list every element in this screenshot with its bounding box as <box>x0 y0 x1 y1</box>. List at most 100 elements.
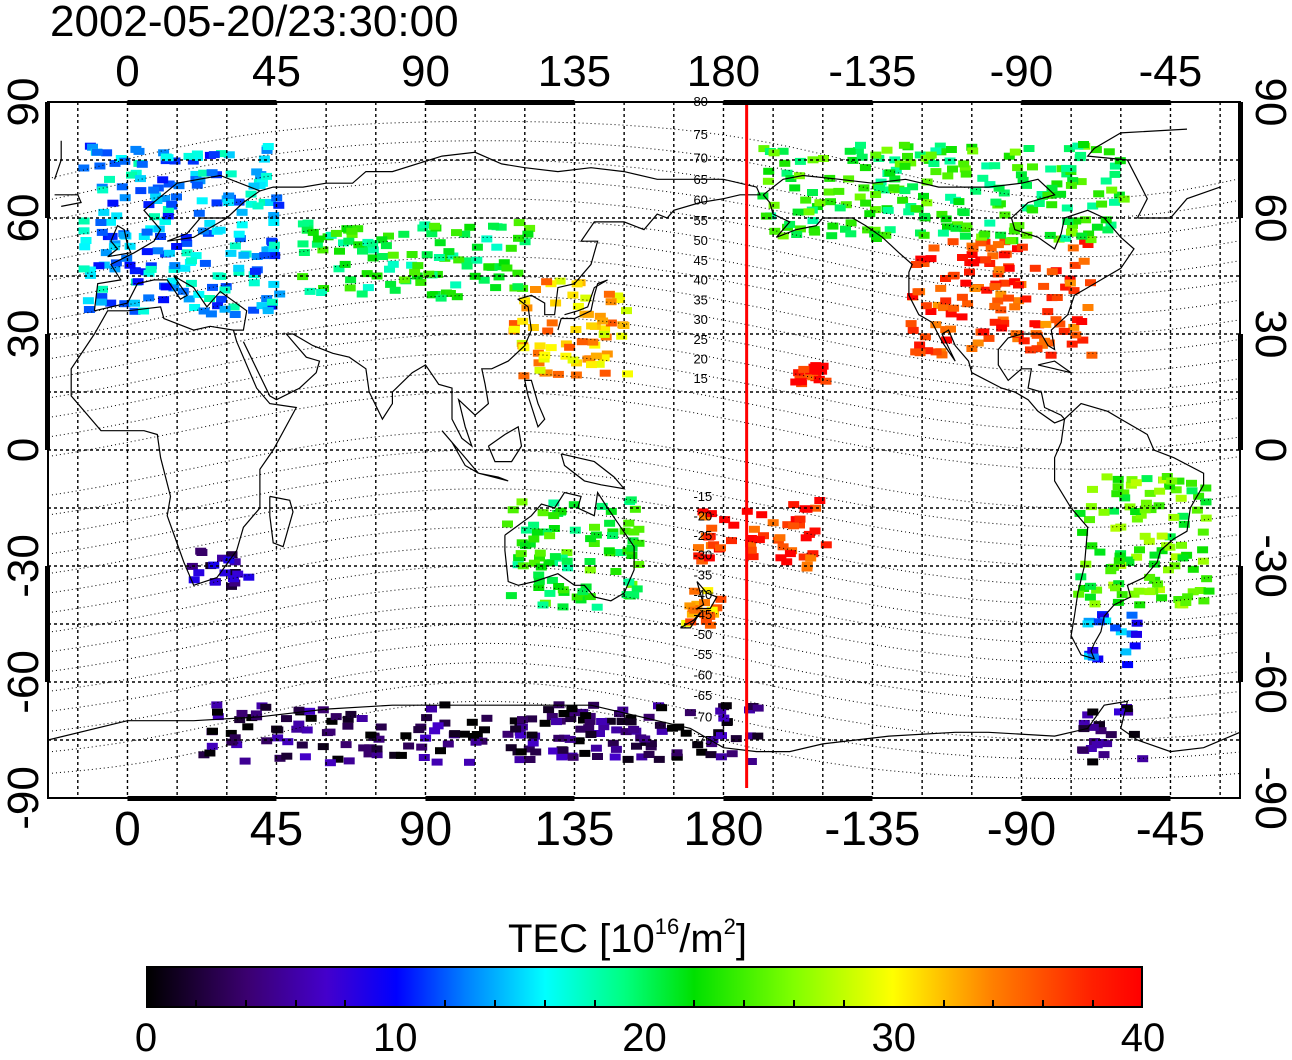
obs-cell <box>715 544 726 552</box>
obs-cell <box>141 248 153 256</box>
obs-cell <box>1141 475 1153 483</box>
obs-cell <box>423 270 435 278</box>
obs-cell <box>572 302 584 310</box>
contour-label: -35 <box>693 567 712 582</box>
obs-cell <box>907 293 918 301</box>
obs-cell <box>758 532 769 540</box>
obs-cell <box>109 159 121 167</box>
obs-cell <box>421 251 433 259</box>
obs-cell <box>762 177 774 185</box>
obs-cell <box>459 230 471 238</box>
obs-cell <box>903 208 915 216</box>
obs-cell <box>398 276 410 284</box>
obs-cell <box>570 326 582 333</box>
obs-cell <box>1038 282 1050 290</box>
obs-cell <box>219 305 231 313</box>
obs-cell <box>554 277 566 285</box>
obs-cell <box>1066 340 1078 348</box>
obs-cell <box>1109 162 1121 170</box>
obs-cell <box>800 534 812 542</box>
obs-cell <box>720 702 732 710</box>
obs-cell <box>918 260 930 267</box>
obs-cell <box>225 729 237 737</box>
obs-cell <box>1083 230 1095 238</box>
obs-cell <box>1085 279 1096 287</box>
obs-cell <box>260 703 272 711</box>
obs-cell <box>530 286 541 293</box>
obs-cell <box>377 253 389 260</box>
obs-cell <box>426 291 438 299</box>
obs-cell <box>898 141 910 149</box>
obs-cell <box>100 249 112 257</box>
obs-cell <box>810 362 822 370</box>
obs-cell <box>167 277 179 285</box>
coastline <box>1054 402 1205 660</box>
obs-cell <box>1074 509 1086 517</box>
obs-cell <box>610 568 622 575</box>
obs-cell <box>1198 597 1210 605</box>
obs-cell <box>794 521 805 529</box>
obs-cell <box>226 738 238 746</box>
obs-cell <box>1200 514 1212 522</box>
obs-cell <box>925 255 937 263</box>
obs-cell <box>528 535 540 543</box>
obs-cell <box>1013 281 1024 289</box>
obs-cell <box>317 246 329 254</box>
obs-cell <box>340 741 352 749</box>
obs-cell <box>989 283 1001 291</box>
obs-cell <box>1186 479 1197 487</box>
obs-cell <box>947 238 959 246</box>
obs-cell <box>96 228 108 236</box>
obs-cell <box>745 535 757 542</box>
obs-cell <box>1029 264 1041 272</box>
obs-cell <box>779 159 791 167</box>
contour-label: -15 <box>693 489 712 504</box>
obs-cell <box>261 737 273 745</box>
obs-cell <box>185 279 197 287</box>
obs-cell <box>531 528 543 536</box>
obs-cell <box>512 283 524 291</box>
obs-cell <box>204 749 216 757</box>
obs-cell <box>105 218 116 226</box>
obs-cell <box>1131 515 1143 523</box>
obs-cell <box>130 145 142 153</box>
obs-cell <box>1110 584 1121 592</box>
obs-cell <box>707 736 719 743</box>
obs-cell <box>706 524 718 532</box>
obs-cell <box>1164 482 1176 490</box>
obs-cell <box>109 265 121 273</box>
obs-cell <box>584 717 596 725</box>
obs-cell <box>680 729 692 737</box>
obs-cell <box>803 208 815 216</box>
obs-cell <box>367 246 379 254</box>
obs-cell <box>160 217 171 225</box>
obs-cell <box>534 554 545 562</box>
obs-cell <box>789 184 801 192</box>
obs-cell <box>1051 294 1063 301</box>
obs-cell <box>553 734 565 742</box>
obs-cell <box>252 202 264 210</box>
obs-cell <box>229 311 241 318</box>
colorbar-minor-tick <box>942 1000 945 1008</box>
obs-cell <box>518 344 530 352</box>
obs-cell <box>431 758 443 766</box>
contour-label: -65 <box>693 688 712 703</box>
obs-cell <box>311 240 323 248</box>
obs-cell <box>389 286 401 294</box>
colorbar-minor-tick <box>992 1000 995 1008</box>
obs-cell <box>1094 721 1105 729</box>
obs-cell <box>794 157 806 165</box>
obs-cell <box>1029 320 1041 328</box>
obs-cell <box>814 199 826 207</box>
frame-bar <box>45 566 50 682</box>
coastline <box>269 495 294 548</box>
obs-cell <box>716 732 727 740</box>
contour-label: 25 <box>693 332 707 347</box>
frame-bar <box>425 100 575 105</box>
colorbar-minor-tick <box>344 1000 347 1008</box>
obs-cell <box>693 552 705 560</box>
obs-cell <box>784 220 796 228</box>
obs-cell <box>1021 181 1032 189</box>
obs-cell <box>345 710 357 718</box>
obs-cell <box>843 175 855 183</box>
